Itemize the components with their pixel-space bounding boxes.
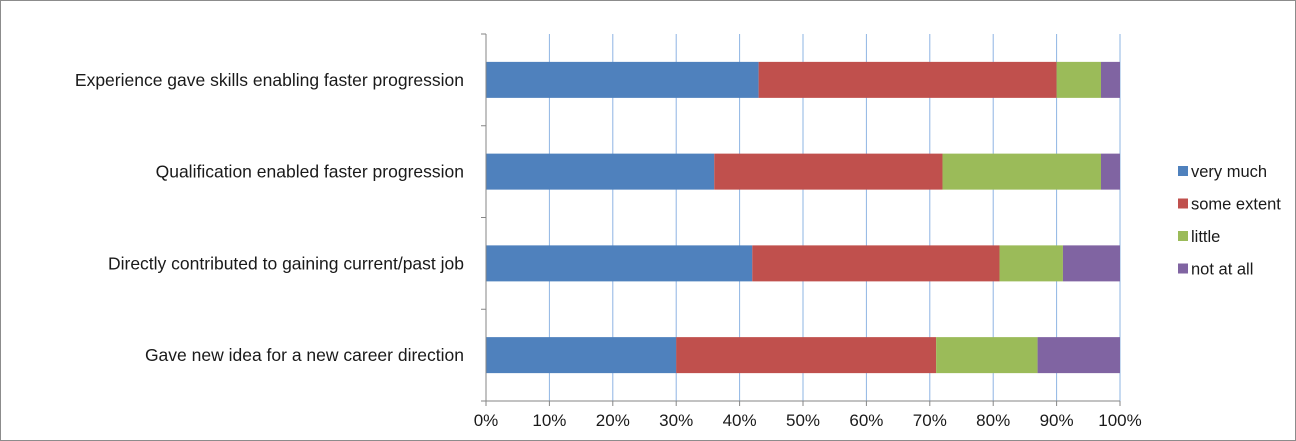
bar-very-much-4 — [486, 337, 677, 374]
bar-not-at-all-1 — [1100, 61, 1120, 98]
x-tick-label: 0% — [474, 411, 499, 430]
legend: very much some extent little not at all — [1178, 163, 1281, 279]
legend-label-little: little — [1191, 228, 1220, 246]
x-tick-label: 50% — [786, 411, 820, 430]
bar-little-4 — [936, 337, 1038, 374]
bar-not-at-all-3 — [1062, 245, 1120, 282]
bar-little-3 — [999, 245, 1063, 282]
x-tick-labels: 0% 10% 20% 30% 40% 50% 60% 70% 80% 90% 100% — [474, 411, 1142, 430]
legend-swatch-not-at-all — [1178, 263, 1188, 274]
bar-some-extent-2 — [714, 153, 943, 190]
bar-little-2 — [942, 153, 1101, 190]
bar-very-much-3 — [486, 245, 753, 282]
bar-very-much-1 — [486, 61, 759, 98]
bar-some-extent-1 — [758, 61, 1057, 98]
legend-swatch-little — [1178, 231, 1188, 241]
category-label: Qualification enabled faster progression — [156, 162, 464, 182]
legend-label-very-much: very much — [1191, 163, 1267, 181]
x-tick-label: 40% — [723, 411, 757, 430]
x-tick-label: 20% — [596, 411, 630, 430]
bar-some-extent-4 — [676, 337, 937, 374]
bar-little-1 — [1056, 61, 1101, 98]
axes — [481, 33, 1121, 406]
x-tick-label: 60% — [849, 411, 883, 430]
x-tick-label: 80% — [976, 411, 1010, 430]
category-labels: Experience gave skills enabling faster p… — [75, 70, 464, 365]
bar-not-at-all-2 — [1100, 153, 1120, 190]
bar-some-extent-3 — [752, 245, 1000, 282]
x-tick-label: 10% — [532, 411, 566, 430]
legend-label-some-extent: some extent — [1191, 196, 1281, 214]
bar-very-much-2 — [486, 153, 715, 190]
x-tick-label: 100% — [1098, 411, 1141, 430]
legend-swatch-very-much — [1178, 166, 1188, 176]
category-label: Experience gave skills enabling faster p… — [75, 70, 464, 90]
legend-swatch-some-extent — [1178, 198, 1188, 209]
x-tick-label: 30% — [659, 411, 693, 430]
category-label: Gave new idea for a new career direction — [145, 345, 464, 365]
bars — [486, 61, 1120, 374]
x-tick-label: 90% — [1040, 411, 1074, 430]
x-tick-label: 70% — [913, 411, 947, 430]
bar-not-at-all-4 — [1037, 337, 1120, 374]
legend-label-not-at-all: not at all — [1191, 261, 1253, 279]
category-label: Directly contributed to gaining current/… — [108, 253, 464, 273]
